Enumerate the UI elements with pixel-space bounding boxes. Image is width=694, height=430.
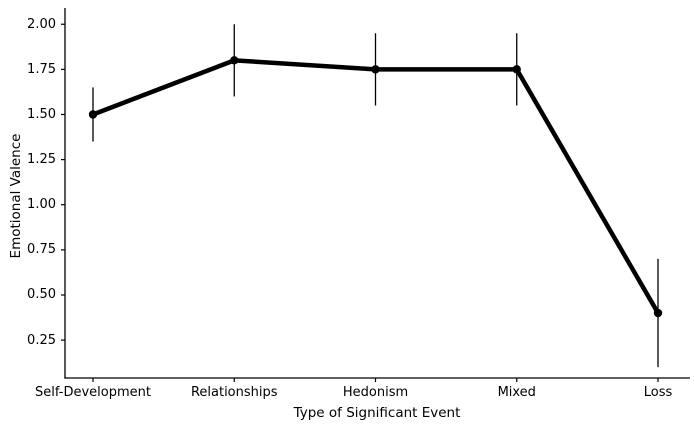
data-point (88, 110, 98, 119)
y-axis-title: Emotional Valence (8, 133, 24, 259)
data-point (512, 65, 521, 74)
y-tick-label: 1.50 (27, 106, 56, 122)
data-point (371, 65, 380, 74)
x-tick-label: Self-Development (35, 385, 151, 400)
y-tick-label: 1.00 (27, 197, 56, 213)
x-axis-title: Type of Significant Event (293, 405, 461, 421)
y-tick-label: 1.25 (27, 152, 56, 168)
y-tick-label: 0.50 (27, 287, 56, 303)
x-tick-label: Hedonism (342, 385, 409, 400)
data-point (653, 308, 663, 318)
x-tick-label: Mixed (497, 385, 536, 400)
y-tick-label: 0.75 (27, 242, 56, 258)
data-point (230, 56, 239, 65)
x-tick-label: Relationships (190, 385, 278, 400)
x-tick-label: Loss (643, 385, 673, 400)
y-tick-label: 0.25 (27, 332, 56, 348)
y-tick-label: 1.75 (27, 61, 56, 77)
y-tick-label: 2.00 (27, 16, 56, 32)
